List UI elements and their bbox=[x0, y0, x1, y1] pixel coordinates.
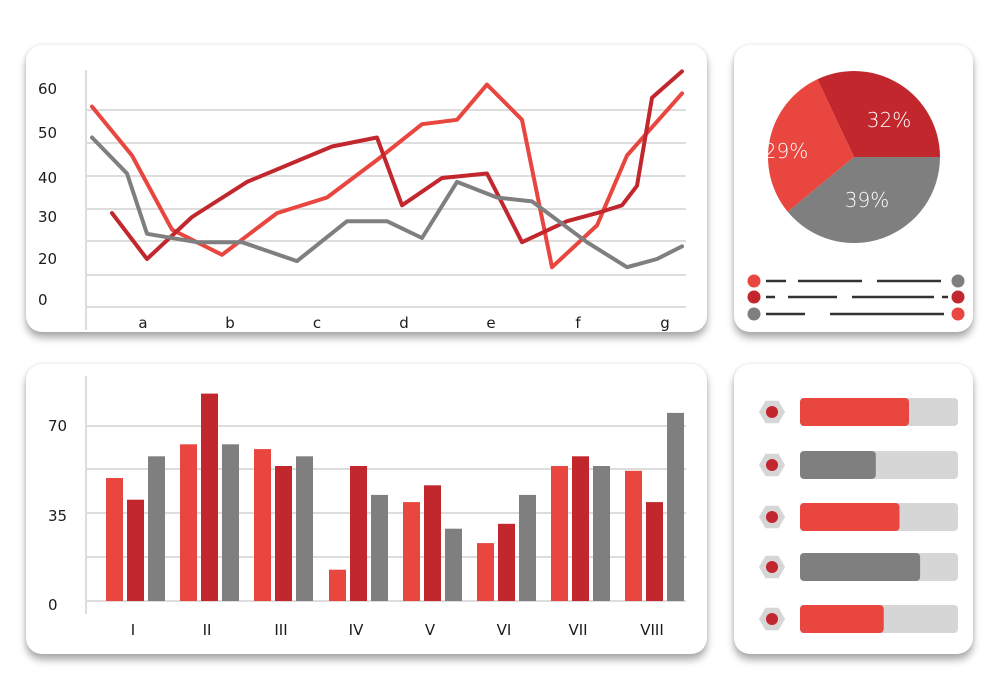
x-tick-label: IV bbox=[349, 621, 364, 639]
bar bbox=[498, 523, 515, 601]
progress-fill bbox=[800, 553, 921, 581]
x-tick-label: f bbox=[575, 314, 581, 332]
pie-slice-label: 29% bbox=[764, 139, 808, 163]
legend-dot-right bbox=[951, 307, 965, 321]
bar bbox=[201, 393, 218, 601]
bar bbox=[127, 499, 144, 601]
line-series-3 bbox=[90, 135, 684, 270]
bar-chart-card: 0 35 70 I II III IV V VI VII VIII bbox=[26, 364, 707, 654]
y-tick-label: 70 bbox=[48, 417, 67, 435]
pie-slice bbox=[767, 79, 854, 212]
x-tick-label: II bbox=[203, 621, 212, 639]
y-tick-label: 0 bbox=[48, 596, 58, 614]
legend-dot-left bbox=[747, 290, 761, 304]
pie-slice-label: 39% bbox=[845, 188, 889, 212]
x-tick-label: III bbox=[274, 621, 287, 639]
progress-fill bbox=[800, 451, 876, 479]
bar bbox=[106, 478, 123, 601]
dot-icon bbox=[766, 459, 778, 471]
bar bbox=[519, 494, 536, 601]
y-tick-label: 60 bbox=[38, 80, 57, 98]
y-tick-label: 40 bbox=[38, 169, 57, 187]
bar bbox=[625, 470, 642, 601]
bar bbox=[180, 444, 197, 601]
x-tick-label: VII bbox=[568, 621, 587, 639]
bar bbox=[667, 412, 684, 601]
bar bbox=[477, 543, 494, 601]
bar bbox=[350, 466, 367, 601]
dot-icon bbox=[766, 561, 778, 573]
dot-icon bbox=[766, 613, 778, 625]
bar bbox=[424, 485, 441, 601]
x-tick-label: VI bbox=[497, 621, 512, 639]
y-tick-label: 35 bbox=[48, 507, 67, 525]
y-tick-label: 30 bbox=[38, 208, 57, 226]
bar bbox=[148, 456, 165, 601]
dot-icon bbox=[766, 406, 778, 418]
x-tick-label: g bbox=[660, 314, 670, 332]
bar bbox=[275, 466, 292, 601]
bar bbox=[222, 444, 239, 601]
pie-chart-card: 32% 39% 29% bbox=[734, 45, 973, 332]
legend-dot-right bbox=[951, 290, 965, 304]
line-chart: 0 20 30 40 50 60 a b c d e f g bbox=[38, 69, 686, 332]
x-tick-label: VIII bbox=[640, 621, 664, 639]
x-tick-label: d bbox=[399, 314, 409, 332]
bar bbox=[572, 456, 589, 601]
pie-slice bbox=[817, 71, 940, 157]
progress-card bbox=[734, 364, 973, 654]
legend-dot-right bbox=[951, 274, 965, 288]
progress-fill bbox=[800, 398, 909, 426]
y-tick-label: 50 bbox=[38, 124, 57, 142]
pie-slice-label: 32% bbox=[867, 108, 911, 132]
bar bbox=[254, 449, 271, 601]
progress-bars bbox=[759, 398, 958, 633]
x-tick-label: b bbox=[225, 314, 235, 332]
x-tick-label: V bbox=[425, 621, 436, 639]
x-tick-label: a bbox=[138, 314, 147, 332]
bar bbox=[371, 494, 388, 601]
bar bbox=[296, 456, 313, 601]
pie-chart: 32% 39% 29% bbox=[747, 71, 965, 321]
bar bbox=[551, 466, 568, 601]
x-tick-label: e bbox=[486, 314, 495, 332]
y-tick-label: 20 bbox=[38, 250, 57, 268]
bar bbox=[445, 528, 462, 601]
x-tick-label: c bbox=[313, 314, 321, 332]
pie-slice bbox=[787, 157, 940, 244]
legend-dot-left bbox=[747, 307, 761, 321]
progress-fill bbox=[800, 503, 900, 531]
bar bbox=[329, 569, 346, 601]
legend-dot-left bbox=[747, 274, 761, 288]
bar bbox=[646, 502, 663, 601]
progress-fill bbox=[800, 605, 884, 633]
line-chart-card: 0 20 30 40 50 60 a b c d e f g bbox=[26, 45, 707, 332]
y-tick-label: 0 bbox=[38, 291, 48, 309]
bar bbox=[403, 502, 420, 601]
dot-icon bbox=[766, 511, 778, 523]
line-series-2 bbox=[110, 69, 684, 261]
x-tick-label: I bbox=[131, 621, 135, 639]
bar bbox=[593, 466, 610, 601]
